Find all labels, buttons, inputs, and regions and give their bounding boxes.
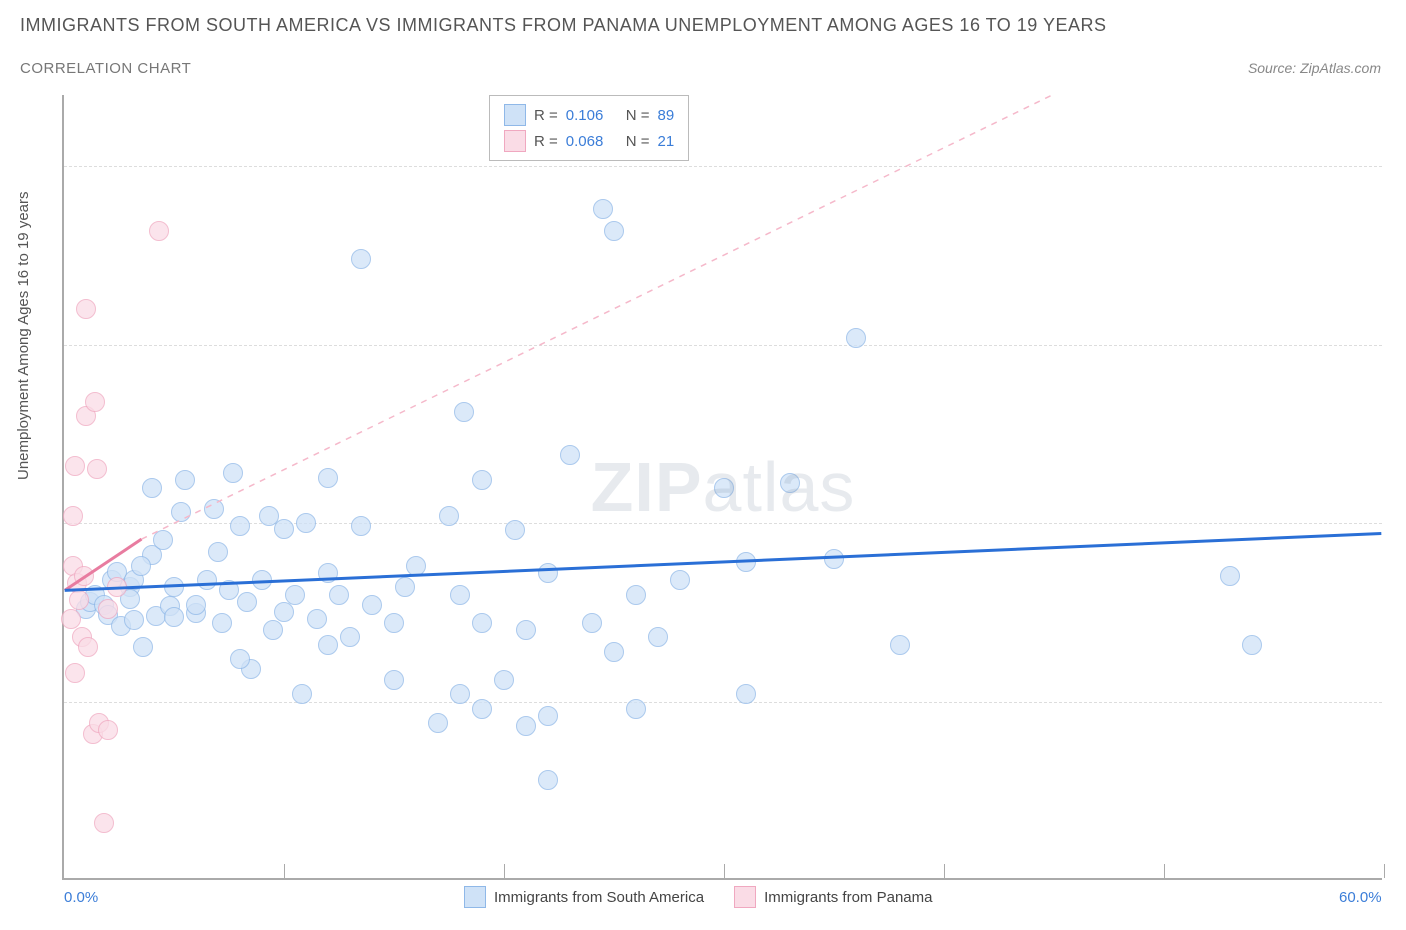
chart-title: IMMIGRANTS FROM SOUTH AMERICA VS IMMIGRA…: [20, 15, 1107, 36]
ytick-label: 37.5%: [1390, 335, 1406, 352]
legend-series-label: Immigrants from Panama: [764, 889, 932, 906]
r-label: R =: [534, 107, 558, 124]
n-label: N =: [626, 133, 650, 150]
legend-series-item: Immigrants from Panama: [734, 886, 932, 908]
series-legend: Immigrants from South America Immigrants …: [464, 886, 932, 908]
stats-legend: R = 0.106 N = 89 R = 0.068 N = 21: [489, 95, 689, 161]
trendline: [65, 539, 142, 590]
legend-swatch: [734, 886, 756, 908]
xtick-label: 60.0%: [1339, 889, 1382, 906]
xtick-label: 0.0%: [64, 889, 98, 906]
legend-stat-row: R = 0.068 N = 21: [504, 128, 674, 154]
source-label: Source: ZipAtlas.com: [1248, 60, 1381, 76]
n-label: N =: [626, 107, 650, 124]
ytick-label: 25.0%: [1390, 513, 1406, 530]
legend-swatch: [504, 104, 526, 126]
legend-series-item: Immigrants from South America: [464, 886, 704, 908]
trendlines-layer: [64, 95, 1382, 878]
r-value: 0.106: [566, 107, 618, 124]
trendline: [141, 95, 1052, 539]
source-prefix: Source:: [1248, 60, 1300, 76]
legend-stat-row: R = 0.106 N = 89: [504, 102, 674, 128]
y-axis-label: Unemployment Among Ages 16 to 19 years: [15, 191, 32, 480]
xtick-mark: [1384, 864, 1385, 878]
n-value: 21: [658, 133, 675, 150]
legend-series-label: Immigrants from South America: [494, 889, 704, 906]
chart-subtitle: CORRELATION CHART: [20, 60, 191, 77]
plot-area: ZIPatlas R =0.106N =89R =0.068N =21 Immi…: [62, 95, 1382, 880]
ytick-label: 12.5%: [1390, 692, 1406, 709]
legend-swatch: [504, 130, 526, 152]
trendline: [65, 533, 1382, 590]
ytick-label: 50.0%: [1390, 156, 1406, 173]
legend-swatch: [464, 886, 486, 908]
n-value: 89: [658, 107, 675, 124]
source-value: ZipAtlas.com: [1300, 60, 1381, 76]
r-label: R =: [534, 133, 558, 150]
r-value: 0.068: [566, 133, 618, 150]
